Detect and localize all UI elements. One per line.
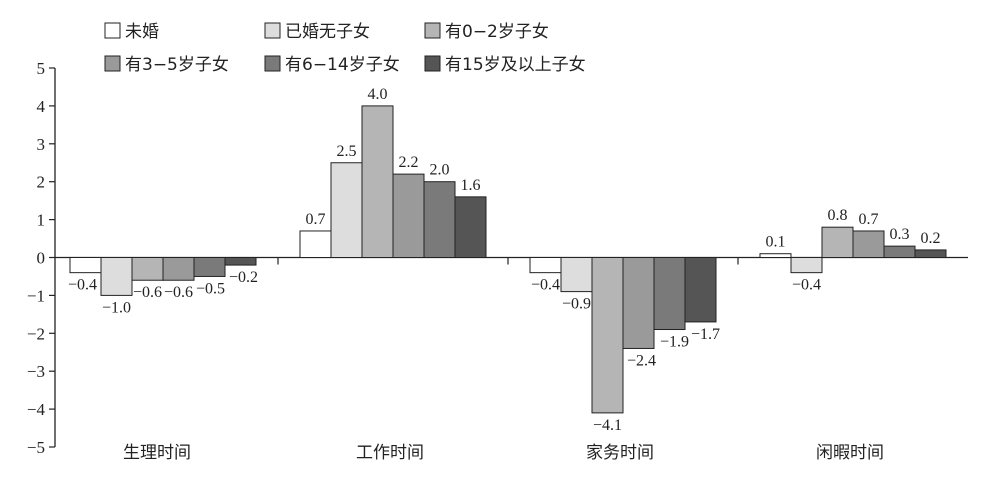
y-tick-label: −2 xyxy=(27,324,45,343)
legend-swatch-6 xyxy=(424,55,441,72)
category-label-1: 生理时间 xyxy=(123,443,191,463)
data-label-2-2: 2.5 xyxy=(337,143,357,160)
data-label-3-6: −1.7 xyxy=(691,326,720,343)
bar-4-5 xyxy=(883,245,916,259)
legend-swatch-3 xyxy=(424,22,441,39)
bar-1-5 xyxy=(193,257,226,277)
data-label-2-4: 2.2 xyxy=(399,154,419,171)
bar-4-4 xyxy=(852,230,885,259)
y-tick-label: −1 xyxy=(27,286,45,305)
y-tick-label: 4 xyxy=(37,97,46,116)
bar-4-2 xyxy=(790,257,823,274)
y-tick-label: 3 xyxy=(37,135,46,154)
data-label-3-5: −1.9 xyxy=(660,334,689,351)
category-label-2: 工作时间 xyxy=(356,443,424,463)
y-tick-label: −3 xyxy=(27,362,45,381)
data-label-4-6: 0.2 xyxy=(921,230,941,247)
y-tick-label: 1 xyxy=(37,211,46,230)
legend-label-2: 已婚无子女 xyxy=(285,22,370,42)
legend-label-6: 有15岁及以上子女 xyxy=(445,55,586,75)
legend-swatch-4 xyxy=(104,55,121,72)
data-label-4-1: 0.1 xyxy=(766,234,786,251)
bar-1-4 xyxy=(162,257,195,281)
data-label-1-6: −0.2 xyxy=(229,269,258,286)
y-tick-label: 2 xyxy=(37,173,46,192)
data-label-1-3: −0.6 xyxy=(133,284,162,301)
bar-2-5 xyxy=(423,181,456,258)
bar-1-1 xyxy=(69,257,102,274)
bar-2-3 xyxy=(361,105,394,259)
category-label-4: 闲暇时间 xyxy=(816,443,884,463)
data-label-4-2: −0.4 xyxy=(792,277,821,294)
legend-swatch-5 xyxy=(264,55,281,72)
data-label-1-2: −1.0 xyxy=(102,299,131,316)
y-tick-label: −5 xyxy=(27,438,45,457)
legend-label-3: 有0−2岁子女 xyxy=(445,22,549,42)
data-label-2-6: 1.6 xyxy=(461,177,481,194)
data-label-2-3: 4.0 xyxy=(368,86,388,103)
legend-label-5: 有6−14岁子女 xyxy=(285,55,400,75)
data-label-3-2: −0.9 xyxy=(562,296,591,313)
bars xyxy=(69,105,947,414)
bar-4-3 xyxy=(821,226,854,258)
bar-2-6 xyxy=(454,196,487,258)
bar-4-1 xyxy=(759,253,792,259)
data-label-3-3: −4.1 xyxy=(593,417,622,434)
legend-label-4: 有3−5岁子女 xyxy=(125,55,229,75)
bar-1-6 xyxy=(224,257,257,266)
data-label-4-4: 0.7 xyxy=(859,211,879,228)
y-tick-label: 0 xyxy=(37,249,46,268)
data-labels: −0.4−1.0−0.6 −0.6 −0.5−0.20.72.54.02.2 2.01… xyxy=(68,86,941,434)
category-label-3: 家务时间 xyxy=(586,443,654,463)
data-label-2-5: 2.0 xyxy=(430,162,450,179)
data-label-3-1: −0.4 xyxy=(531,277,560,294)
y-tick-label: 5 xyxy=(37,59,46,78)
bar-3-1 xyxy=(529,257,562,274)
bar-2-2 xyxy=(330,162,363,258)
data-label-1-1: −0.4 xyxy=(68,277,97,294)
bar-1-2 xyxy=(100,257,133,296)
legend-swatch-1 xyxy=(104,22,121,39)
data-label-1-4: −0.6 xyxy=(164,284,193,301)
data-label-2-1: 0.7 xyxy=(306,211,326,228)
bar-4-6 xyxy=(914,249,947,258)
bar-2-1 xyxy=(299,230,332,259)
bar-1-3 xyxy=(131,257,164,281)
y-tick-label: −4 xyxy=(27,400,46,419)
bar-3-6 xyxy=(684,257,717,323)
bar-3-2 xyxy=(560,257,593,293)
bar-3-5 xyxy=(653,257,686,331)
bar-2-4 xyxy=(392,173,425,258)
data-label-3-4: −2.4 xyxy=(627,352,656,369)
legend-swatch-2 xyxy=(264,22,281,39)
legend-label-1: 未婚 xyxy=(125,22,159,42)
data-label-4-5: 0.3 xyxy=(890,226,910,243)
category-labels: 生理时间 工作时间 家务时间 闲暇时间 xyxy=(123,443,884,463)
bar-3-3 xyxy=(591,257,624,414)
bar-3-4 xyxy=(622,257,655,349)
data-label-1-5: −0.5 xyxy=(196,280,225,297)
data-label-4-3: 0.8 xyxy=(828,207,848,224)
